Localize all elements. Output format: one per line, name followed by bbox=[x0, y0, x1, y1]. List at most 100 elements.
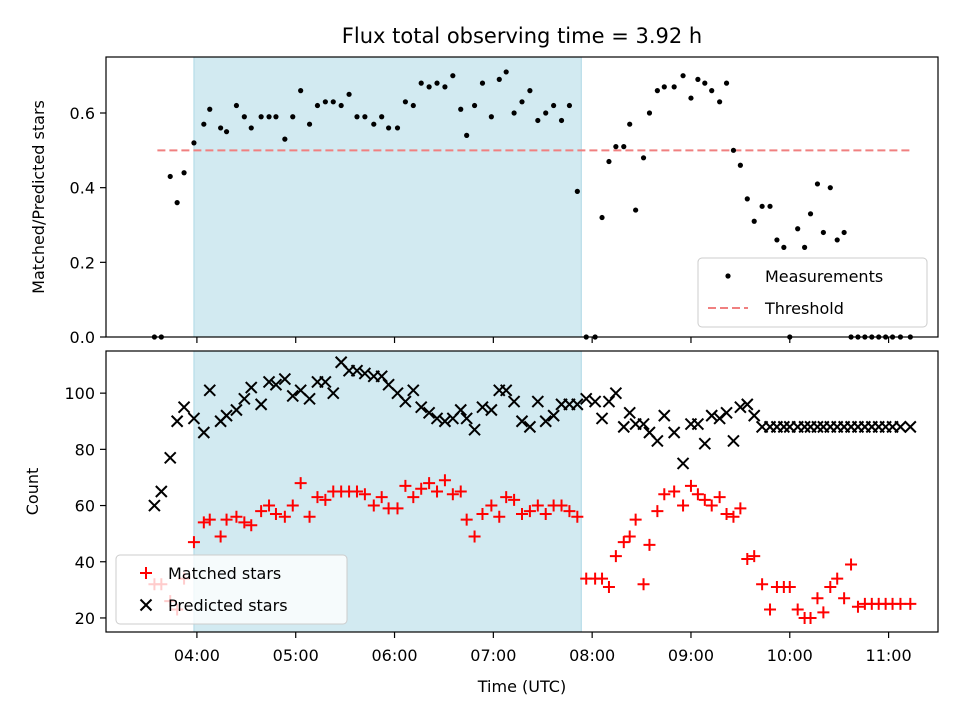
measurement-point bbox=[511, 110, 517, 116]
measurement-point bbox=[543, 110, 549, 116]
measurement-point bbox=[767, 203, 773, 209]
predicted-star-point bbox=[617, 420, 630, 434]
matched-star-point bbox=[783, 581, 796, 594]
predicted-star-point bbox=[415, 400, 428, 414]
matched-star-point bbox=[319, 493, 332, 506]
measurement-point bbox=[191, 140, 197, 146]
predicted-star-point bbox=[595, 412, 609, 425]
measurement-point bbox=[551, 102, 557, 109]
measurement-point bbox=[802, 244, 808, 250]
predicted-star-point bbox=[609, 386, 623, 400]
measurement-point bbox=[379, 114, 385, 120]
ratio-observing-band bbox=[193, 56, 582, 338]
y-tick-label: 40 bbox=[75, 553, 95, 572]
chart-title: Flux total observing time = 3.92 h bbox=[342, 24, 702, 48]
measurement-point bbox=[671, 84, 677, 90]
matched-star-point bbox=[391, 502, 404, 515]
predicted-star-point bbox=[164, 451, 177, 464]
y-tick-label: 60 bbox=[75, 497, 95, 516]
matched-star-point bbox=[358, 488, 371, 501]
measurement-point bbox=[640, 155, 647, 161]
measurement-point bbox=[471, 102, 478, 109]
predicted-star-point bbox=[177, 400, 191, 414]
matched-star-point bbox=[446, 488, 459, 501]
measurement-point bbox=[314, 102, 321, 109]
y-tick-label: 0.2 bbox=[70, 253, 95, 272]
predicted-star-point bbox=[523, 420, 537, 434]
measurement-point bbox=[434, 80, 440, 86]
predicted-star-point bbox=[547, 409, 560, 422]
matched-star-point bbox=[677, 499, 690, 512]
measurement-point bbox=[258, 114, 264, 120]
legend-label: Measurements bbox=[765, 267, 883, 286]
y-tick-label: 0.6 bbox=[70, 104, 95, 123]
measurement-point bbox=[330, 99, 336, 105]
measurement-point bbox=[820, 229, 826, 236]
measurement-point bbox=[207, 106, 213, 112]
predicted-star-point bbox=[286, 389, 299, 403]
measurement-point bbox=[744, 196, 750, 202]
predicted-star-point bbox=[197, 426, 211, 439]
count-panel: 20 40 60 80 100 04:00 05:00 06:00 07:00 08:00 09:0… bbox=[23, 350, 939, 696]
measurement-point bbox=[654, 88, 660, 94]
measurement-point bbox=[346, 91, 352, 97]
measurement-point bbox=[566, 102, 573, 109]
measurement-point bbox=[709, 88, 715, 94]
predicted-star-point bbox=[720, 406, 733, 420]
matched-star-point bbox=[845, 558, 858, 571]
measurement-point bbox=[371, 121, 377, 127]
matched-star-point bbox=[220, 513, 233, 526]
predicted-star-point bbox=[269, 378, 283, 391]
predicted-star-point bbox=[170, 415, 184, 428]
ratio-panel: 0.0 0.2 0.4 0.6 Matched/Predicted stars Measu… bbox=[29, 56, 939, 347]
predicted-star-point bbox=[245, 381, 258, 394]
measurement-point bbox=[394, 125, 401, 131]
measurement-point bbox=[410, 102, 416, 109]
predicted-star-point bbox=[705, 409, 718, 422]
matched-star-point bbox=[350, 485, 363, 498]
legend-marker-predicted bbox=[139, 598, 153, 612]
matched-star-point bbox=[617, 536, 630, 549]
x-axis-label: Time (UTC) bbox=[477, 677, 566, 696]
measurement-point bbox=[298, 88, 304, 94]
count-legend: Matched stars Predicted stars bbox=[115, 554, 348, 625]
measurement-point bbox=[426, 84, 432, 90]
predicted-star-point bbox=[203, 384, 216, 397]
predicted-star-point bbox=[691, 417, 705, 431]
matched-star-point bbox=[756, 578, 769, 591]
predicted-star-point bbox=[230, 403, 243, 417]
measurement-point bbox=[606, 158, 612, 165]
measurement-point bbox=[458, 106, 464, 112]
x-tick-label: 08:00 bbox=[569, 646, 615, 665]
y-tick-label: 0.0 bbox=[70, 328, 95, 347]
predicted-star-point bbox=[148, 499, 161, 512]
predicted-star-point bbox=[515, 415, 529, 428]
predicted-star-point bbox=[220, 409, 233, 422]
ratio-axes-frame bbox=[105, 56, 939, 338]
matched-star-point bbox=[596, 572, 609, 585]
matched-star-point bbox=[643, 538, 656, 551]
measurement-point bbox=[723, 80, 730, 86]
measurement-point bbox=[688, 95, 694, 101]
matched-star-point bbox=[817, 606, 830, 619]
matched-star-point bbox=[230, 510, 243, 523]
measurement-point bbox=[479, 80, 486, 86]
matched-star-point bbox=[493, 510, 506, 523]
predicted-star-point bbox=[430, 412, 444, 425]
matched-star-point bbox=[375, 491, 388, 504]
measurement-point bbox=[535, 117, 541, 124]
predicted-star-point bbox=[476, 400, 489, 414]
matched-star-point bbox=[623, 530, 636, 543]
matched-star-point bbox=[468, 530, 481, 543]
matched-star-point bbox=[255, 505, 268, 518]
predicted-star-point bbox=[460, 412, 473, 425]
measurement-point bbox=[737, 162, 743, 168]
measurement-point bbox=[621, 144, 627, 150]
matched-star-point bbox=[454, 485, 467, 498]
predicted-star-point bbox=[438, 415, 452, 428]
matched-star-point bbox=[203, 513, 216, 526]
measurement-point bbox=[527, 88, 533, 94]
matched-star-point bbox=[555, 499, 568, 512]
predicted-star-point bbox=[319, 375, 332, 389]
predicted-star-point bbox=[741, 398, 754, 411]
